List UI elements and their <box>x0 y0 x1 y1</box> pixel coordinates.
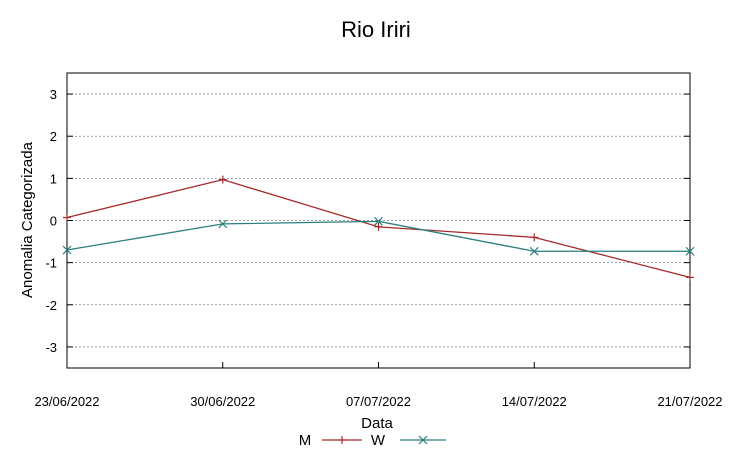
data-point-W-4-d2 <box>685 246 695 256</box>
legend-label-M: M <box>299 432 312 449</box>
y-tick-label: -1 <box>45 256 57 271</box>
x-tick-label: 23/06/2022 <box>34 394 99 409</box>
y-tick-label: 3 <box>50 87 57 102</box>
y-tick-label: 1 <box>50 171 57 186</box>
legend-marker-W <box>418 435 428 445</box>
data-point-W-0 <box>62 245 72 255</box>
data-point-W-2-d2 <box>374 216 383 226</box>
data-point-W-1 <box>218 219 228 229</box>
legend-label-W: W <box>371 432 386 449</box>
x-axis: 23/06/2022 30/06/2022 07/07/2022 14/07/2022… <box>34 362 723 409</box>
legend-marker-W-d2 <box>418 435 428 445</box>
chart-title: Rio Iriri <box>341 17 411 42</box>
data-point-W-0-d2 <box>62 245 72 255</box>
y-tick-label: -3 <box>45 340 57 355</box>
series-group <box>62 175 695 282</box>
y-axis: 3 2 1 0 -1 -2 -3 <box>45 87 690 355</box>
x-tick-label: 07/07/2022 <box>346 394 411 409</box>
y-tick-label: 2 <box>50 129 57 144</box>
y-tick-label: 0 <box>50 214 57 229</box>
data-point-M-2 <box>374 222 383 231</box>
data-point-M-3 <box>530 233 539 242</box>
x-tick-label: 30/06/2022 <box>190 394 255 409</box>
y-axis-label: Anomalia Categorizada <box>19 141 36 298</box>
y-tick-label: -2 <box>45 298 57 313</box>
data-point-W-4 <box>685 246 695 256</box>
x-tick-label: 14/07/2022 <box>502 394 567 409</box>
x-axis-label: Data <box>361 415 393 432</box>
data-point-W-3 <box>529 246 539 256</box>
data-point-M-0 <box>63 213 71 222</box>
data-point-M-4 <box>686 273 694 282</box>
data-point-W-2 <box>374 216 383 226</box>
legend-marker-M <box>338 436 346 444</box>
data-point-W-3-d2 <box>529 246 539 256</box>
data-point-W-1-d2 <box>218 219 228 229</box>
data-point-M-1 <box>218 175 227 184</box>
x-tick-label: 21/07/2022 <box>657 394 722 409</box>
